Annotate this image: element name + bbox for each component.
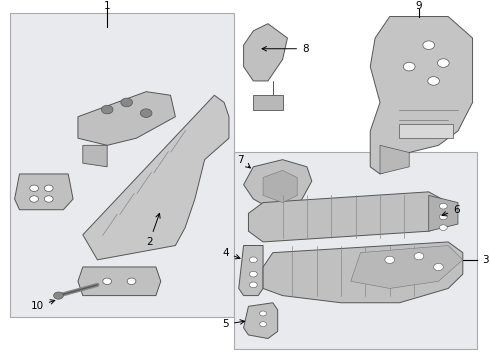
Polygon shape: [429, 195, 458, 231]
Circle shape: [423, 41, 435, 49]
Circle shape: [127, 278, 136, 284]
Polygon shape: [253, 95, 283, 109]
Circle shape: [121, 98, 132, 107]
Text: 9: 9: [416, 1, 422, 11]
Circle shape: [30, 185, 39, 192]
Circle shape: [440, 225, 447, 230]
Polygon shape: [248, 192, 448, 242]
Circle shape: [440, 214, 447, 220]
Circle shape: [249, 271, 257, 277]
Text: 3: 3: [482, 255, 489, 265]
Text: 6: 6: [442, 205, 460, 216]
Circle shape: [385, 256, 394, 264]
Polygon shape: [83, 145, 107, 167]
Circle shape: [101, 105, 113, 114]
Polygon shape: [370, 17, 472, 174]
Circle shape: [44, 196, 53, 202]
Bar: [234, 153, 477, 349]
Circle shape: [403, 62, 415, 71]
Polygon shape: [263, 170, 297, 203]
Circle shape: [53, 292, 63, 299]
Polygon shape: [351, 246, 463, 288]
Text: 7: 7: [237, 155, 250, 168]
Circle shape: [438, 59, 449, 67]
Polygon shape: [244, 303, 278, 338]
Polygon shape: [244, 24, 288, 81]
Polygon shape: [239, 246, 263, 296]
Circle shape: [260, 311, 267, 316]
Polygon shape: [380, 145, 409, 174]
Bar: [399, 124, 453, 138]
Circle shape: [428, 77, 440, 85]
Polygon shape: [263, 242, 463, 303]
Circle shape: [249, 282, 257, 288]
Circle shape: [30, 196, 39, 202]
Text: 5: 5: [222, 319, 245, 329]
Text: 1: 1: [104, 1, 110, 11]
Text: 10: 10: [31, 300, 55, 311]
Text: 4: 4: [222, 248, 240, 259]
Polygon shape: [78, 92, 175, 145]
Polygon shape: [15, 174, 73, 210]
Text: 2: 2: [146, 213, 160, 247]
Polygon shape: [244, 159, 312, 210]
Circle shape: [140, 109, 152, 117]
Circle shape: [103, 278, 112, 284]
Text: 8: 8: [262, 44, 309, 54]
Polygon shape: [83, 95, 229, 260]
Circle shape: [414, 253, 424, 260]
Circle shape: [434, 264, 443, 271]
Circle shape: [44, 185, 53, 192]
Circle shape: [260, 322, 267, 327]
Bar: [10, 13, 234, 317]
Polygon shape: [78, 267, 161, 296]
Circle shape: [440, 203, 447, 209]
Circle shape: [249, 257, 257, 263]
